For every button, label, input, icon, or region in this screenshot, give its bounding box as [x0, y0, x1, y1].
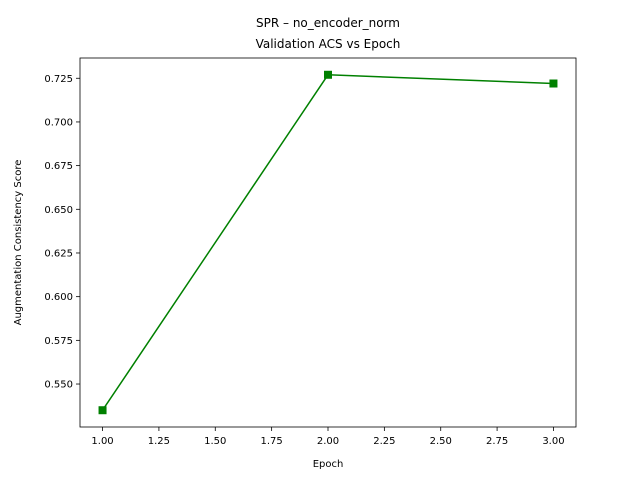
- y-tick-label: 0.550: [44, 380, 73, 391]
- x-tick-label: 1.25: [148, 436, 170, 447]
- x-tick-label: 2.75: [486, 436, 508, 447]
- x-tick-label: 2.25: [373, 436, 395, 447]
- chart-title: SPR – no_encoder_norm: [256, 16, 400, 30]
- x-tick-label: 1.50: [204, 436, 226, 447]
- series-line: [101, 74, 554, 411]
- x-tick-label: 2.50: [430, 436, 452, 447]
- x-tick-label: 1.75: [261, 436, 283, 447]
- data-point-marker: [324, 70, 332, 79]
- y-tick-label: 0.575: [44, 336, 73, 347]
- x-tick-label: 3.00: [542, 436, 564, 447]
- y-tick-label: 0.650: [44, 205, 73, 216]
- y-tick-label: 0.700: [44, 117, 73, 128]
- y-tick-label: 0.675: [44, 161, 73, 172]
- y-tick-label: 0.625: [44, 248, 73, 259]
- y-tick-label: 0.725: [44, 74, 73, 85]
- data-point-marker: [98, 406, 107, 415]
- x-axis: 1.00 1.25 1.50 1.75 2.00 2.25 2.50 2.75 3.00: [91, 427, 565, 447]
- data-point-marker: [549, 79, 558, 88]
- y-tick-label: 0.600: [44, 292, 73, 303]
- y-axis: 0.550 0.575 0.600 0.625 0.650 0.675 0.700 0.725: [44, 74, 80, 391]
- plot-area-frame: [79, 57, 577, 428]
- x-tick-label: 2.00: [317, 436, 339, 447]
- y-axis-label: Augmentation Consistency Score: [13, 160, 24, 326]
- x-tick-label: 1.00: [91, 436, 113, 447]
- chart-subtitle: Validation ACS vs Epoch: [256, 37, 401, 51]
- x-axis-label: Epoch: [313, 459, 344, 470]
- series-layer: [98, 70, 558, 415]
